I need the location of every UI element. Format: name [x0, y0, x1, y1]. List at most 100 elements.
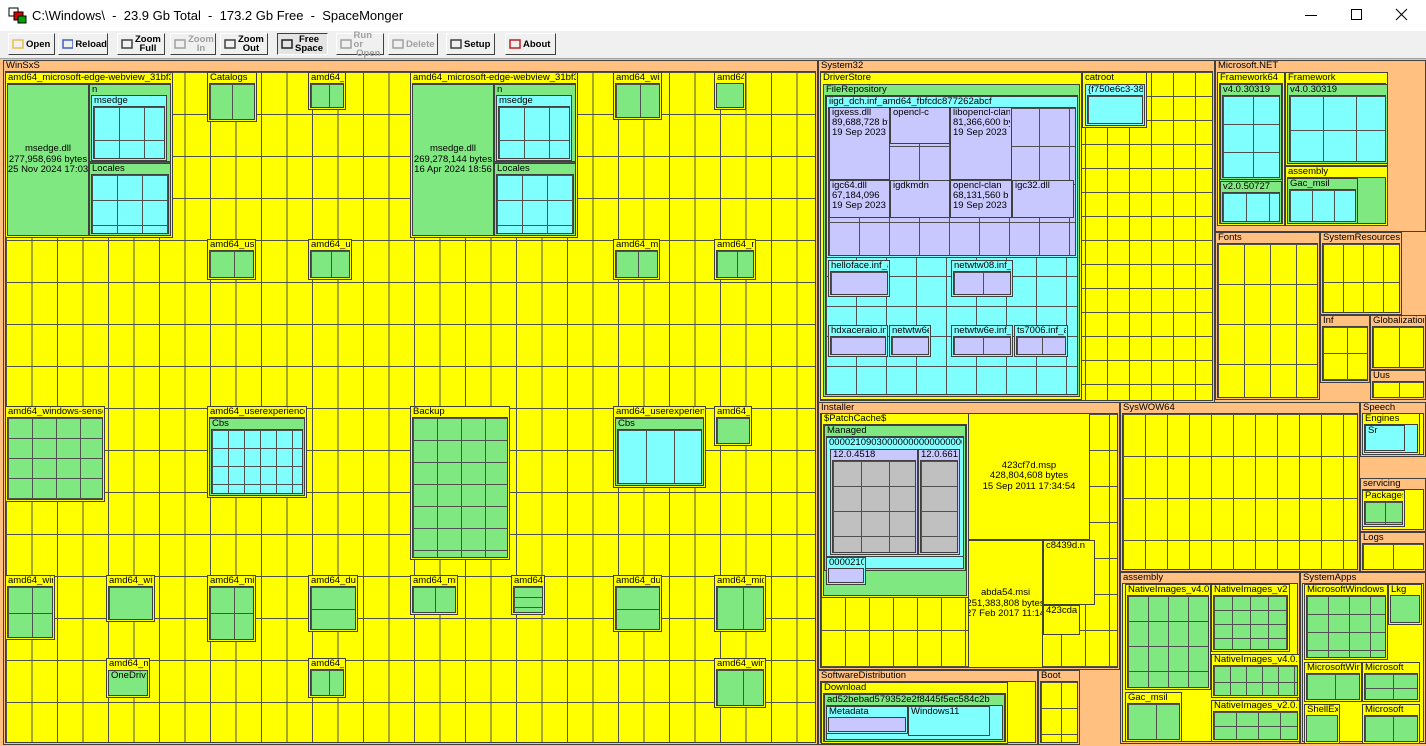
folder-box[interactable]: Metadata	[826, 706, 908, 734]
folder-box[interactable]: Globalization	[1370, 315, 1426, 370]
folder-box[interactable]: MicrosoftWin	[1304, 662, 1362, 702]
folder-box[interactable]: netwtw08.inf_a	[951, 260, 1013, 297]
folder-box[interactable]: amd64	[511, 575, 545, 615]
box-label: amd64_mi	[616, 240, 658, 250]
folder-box[interactable]: Logs	[1360, 532, 1426, 572]
folder-box[interactable]: 423cda	[1043, 605, 1080, 635]
box-label: amd64_windows-sensec	[8, 407, 103, 417]
folder-name: Locales	[497, 164, 530, 174]
folder-box[interactable]: helloface.inf_a	[828, 260, 890, 297]
folder-box[interactable]: NativeImages_v4.0.3	[1125, 584, 1211, 690]
folder-box[interactable]: Uus	[1370, 370, 1426, 400]
folder-box[interactable]: NativeImages_v2.0.5	[1211, 700, 1300, 742]
folder-box[interactable]: amd64_mi	[613, 239, 660, 280]
folder-box[interactable]: v4.0.30319	[1287, 84, 1388, 164]
folder-box[interactable]: Locales	[89, 163, 171, 236]
folder-box[interactable]: amd64_r	[308, 72, 346, 110]
folder-box[interactable]: Locales	[494, 163, 576, 236]
folder-box[interactable]: Windows11	[908, 706, 990, 736]
folder-name: n	[92, 85, 98, 95]
folder-box[interactable]: Microsoft	[1362, 662, 1420, 702]
box-contents	[1217, 243, 1318, 398]
folder-box[interactable]: amd64_r	[308, 658, 346, 698]
folder-box[interactable]: amd64_win	[714, 658, 766, 708]
toolbar-button[interactable]: Reload	[58, 33, 108, 55]
folder-box[interactable]: NativeImages_v2	[1211, 584, 1290, 652]
folder-box[interactable]: Microsoft	[1362, 704, 1420, 744]
toolbar-button[interactable]: Setup	[446, 33, 495, 55]
folder-box[interactable]: amd64_mi	[410, 575, 458, 615]
folder-box[interactable]: hdxaceraio.inf	[828, 325, 888, 357]
folder-box[interactable]: igc64.dll 67,184,096 19 Sep 2023	[829, 180, 890, 218]
folder-box[interactable]: libopencl-clan 81,366,600 byt 19 Sep 2023	[950, 107, 1012, 180]
folder-box[interactable]: Gac_msil	[1125, 692, 1182, 742]
folder-box[interactable]: msedge.dll 277,958,696 bytes 25 Nov 2024 1…	[7, 84, 89, 236]
folder-box[interactable]: amd64_m	[714, 239, 756, 280]
folder-box[interactable]: NativeImages_v4.0.3	[1211, 654, 1300, 698]
folder-name: amd64_microsoft-edge-webview_31bf38	[413, 73, 576, 83]
folder-name: ShellExp	[1307, 705, 1338, 715]
folder-box[interactable]: Cbs	[615, 418, 704, 486]
folder-box[interactable]: amd64_windows-sensec	[5, 406, 105, 502]
file-detail: 15 Sep 2011 17:34:54	[982, 480, 1076, 492]
toolbar-button[interactable]: Free Space	[277, 33, 328, 55]
toolbar-button[interactable]: Zoom Full	[117, 33, 165, 55]
folder-box[interactable]: amd64_us	[308, 239, 352, 280]
folder-box[interactable]: amd64_dua	[308, 575, 358, 632]
toolbar-button[interactable]: About	[505, 33, 556, 55]
folder-box[interactable]: 12.0.6612	[918, 449, 960, 555]
folder-box[interactable]: c8439d.n	[1043, 540, 1095, 605]
folder-box[interactable]: ShellExp	[1304, 704, 1340, 744]
folder-box[interactable]: amd64_wind	[5, 575, 55, 640]
folder-box[interactable]: opencl-c	[890, 107, 950, 144]
folder-box[interactable]: 423cf7d.msp 428,804,608 bytes 15 Sep 2011 …	[968, 413, 1090, 540]
toolbar-button[interactable]: Zoom Out	[220, 33, 268, 55]
folder-box[interactable]: amd64_mic	[714, 575, 766, 632]
folder-box[interactable]: opencl-clan 68,131,560 b 19 Sep 2023	[950, 180, 1012, 218]
folder-box[interactable]: igdkmdn	[890, 180, 950, 218]
folder-box[interactable]: Catalogs	[207, 72, 257, 122]
folder-name: Fonts	[1218, 233, 1242, 243]
folder-box[interactable]: amd64_win	[106, 575, 155, 622]
folder-name: amd64_userexperience	[616, 407, 704, 417]
folder-box[interactable]: Gac_msil	[1287, 178, 1358, 224]
folder-box[interactable]: Sr	[1365, 425, 1405, 451]
folder-box[interactable]: SystemResources	[1320, 232, 1402, 315]
folder-box[interactable]: Fonts	[1215, 232, 1320, 400]
folder-box[interactable]: amd64	[714, 72, 746, 110]
folder-box[interactable]: netwtw6e	[889, 325, 931, 357]
folder-box[interactable]: SysWOW64	[1120, 402, 1360, 572]
folder-box[interactable]: Backup	[410, 406, 510, 560]
folder-box[interactable]: igc32.dll	[1012, 180, 1074, 218]
folder-box[interactable]: amd64_use	[207, 239, 256, 280]
folder-box[interactable]: Lkg	[1388, 584, 1422, 625]
folder-box[interactable]: amd64_r	[714, 406, 752, 446]
folder-box[interactable]: 12.0.4518	[830, 449, 918, 555]
folder-box[interactable]: MicrosoftWindows	[1304, 584, 1388, 660]
folder-box[interactable]: msedge.dll 269,278,144 bytes 16 Apr 2024 1…	[412, 84, 494, 236]
folder-box[interactable]: msedge	[496, 95, 572, 161]
folder-box[interactable]: OneDriv	[108, 670, 148, 696]
toolbar-button[interactable]: Open	[8, 33, 55, 55]
maximize-button[interactable]	[1351, 9, 1362, 20]
folder-box[interactable]: ts7006.inf_a	[1014, 325, 1068, 357]
folder-box[interactable]: Packages	[1362, 490, 1405, 527]
folder-box[interactable]: v2.0.50727	[1220, 181, 1282, 224]
box-contents	[1364, 715, 1418, 742]
folder-box[interactable]: amd64_mic	[207, 575, 256, 642]
folder-box[interactable]: {f750e6c3-38	[1085, 84, 1145, 126]
folder-box[interactable]: Boot	[1038, 670, 1080, 745]
folder-box[interactable]: amd64_dua	[613, 575, 662, 632]
folder-box[interactable]: 0000210	[826, 557, 866, 585]
folder-box[interactable]: v4.0.30319	[1220, 84, 1282, 180]
box-label: Packages	[1365, 491, 1403, 501]
folder-box[interactable]: msedge	[91, 95, 167, 161]
folder-box[interactable]: Cbs	[209, 418, 305, 496]
folder-box[interactable]: netwtw6e.inf_a	[951, 325, 1013, 357]
folder-box[interactable]: abda54.msi 251,383,808 bytes 27 Feb 2017 1…	[968, 540, 1043, 668]
box-label: servicing	[1363, 479, 1424, 489]
folder-box[interactable]: amd64_win	[613, 72, 662, 120]
folder-box[interactable]: Inf	[1320, 315, 1370, 383]
close-button[interactable]	[1395, 8, 1408, 21]
